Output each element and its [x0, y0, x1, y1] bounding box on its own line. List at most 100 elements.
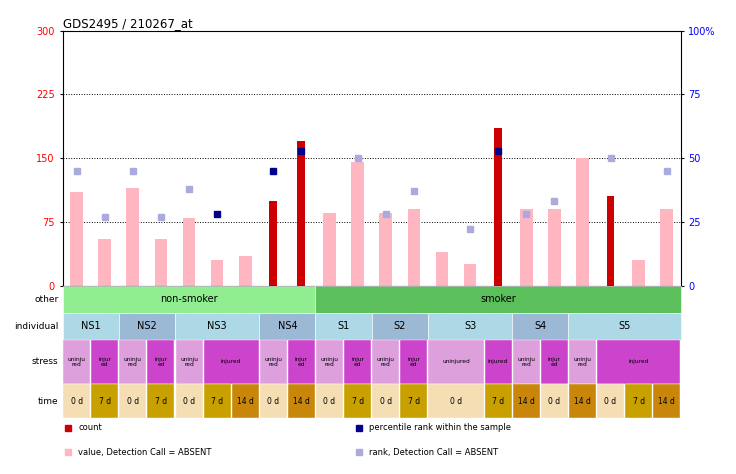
Bar	[408, 209, 420, 285]
Bar	[63, 384, 90, 418]
Bar	[259, 313, 316, 340]
Text: uninju
red: uninju red	[180, 357, 198, 367]
Bar	[63, 285, 316, 313]
Bar	[288, 340, 315, 384]
Bar	[464, 264, 476, 285]
Bar	[380, 213, 392, 285]
Bar	[569, 384, 596, 418]
Bar	[625, 384, 652, 418]
Bar	[91, 340, 118, 384]
Bar	[632, 260, 645, 285]
Bar	[597, 340, 680, 384]
Bar	[91, 384, 118, 418]
Text: injur
ed: injur ed	[351, 357, 364, 367]
Bar	[351, 163, 364, 285]
Bar	[606, 196, 615, 285]
Bar	[316, 285, 681, 313]
Bar	[99, 239, 111, 285]
Text: 0 d: 0 d	[71, 397, 82, 406]
Bar	[484, 384, 512, 418]
Text: rank, Detection Call = ABSENT: rank, Detection Call = ABSENT	[369, 448, 498, 457]
Text: stress: stress	[32, 357, 58, 366]
Bar	[204, 384, 230, 418]
Bar	[323, 213, 336, 285]
Bar	[118, 313, 175, 340]
Bar	[548, 209, 561, 285]
Bar	[316, 384, 343, 418]
Text: S2: S2	[394, 321, 406, 331]
Bar	[436, 252, 448, 285]
Bar	[175, 313, 259, 340]
Text: 0 d: 0 d	[323, 397, 336, 406]
Bar	[541, 384, 568, 418]
Bar	[597, 384, 624, 418]
Text: uninju
red: uninju red	[124, 357, 142, 367]
Text: 0 d: 0 d	[183, 397, 195, 406]
Bar	[155, 239, 167, 285]
Bar	[660, 209, 673, 285]
Text: 0 d: 0 d	[127, 397, 139, 406]
Bar	[654, 384, 680, 418]
Text: 7 d: 7 d	[492, 397, 504, 406]
Text: uninju
red: uninju red	[517, 357, 535, 367]
Text: 7 d: 7 d	[99, 397, 111, 406]
Bar	[70, 192, 83, 285]
Text: individual: individual	[14, 322, 58, 331]
Bar	[372, 313, 428, 340]
Bar	[512, 313, 568, 340]
Text: 14 d: 14 d	[658, 397, 675, 406]
Text: uninju
red: uninju red	[377, 357, 394, 367]
Bar	[576, 158, 589, 285]
Bar	[204, 340, 259, 384]
Text: injured: injured	[488, 359, 509, 365]
Bar	[484, 340, 512, 384]
Bar	[344, 340, 371, 384]
Text: NS2: NS2	[137, 321, 157, 331]
Text: NS3: NS3	[208, 321, 227, 331]
Text: non-smoker: non-smoker	[160, 294, 218, 304]
Bar	[63, 313, 118, 340]
Bar	[569, 340, 596, 384]
Text: 14 d: 14 d	[574, 397, 591, 406]
Bar	[428, 384, 484, 418]
Bar	[119, 340, 146, 384]
Bar	[127, 188, 139, 285]
Text: 0 d: 0 d	[548, 397, 560, 406]
Text: uninjured: uninjured	[442, 359, 470, 365]
Text: injur
ed: injur ed	[295, 357, 308, 367]
Text: S4: S4	[534, 321, 546, 331]
Text: NS1: NS1	[81, 321, 101, 331]
Text: other: other	[34, 295, 58, 304]
Bar	[239, 256, 252, 285]
Text: value, Detection Call = ABSENT: value, Detection Call = ABSENT	[78, 448, 211, 457]
Text: 14 d: 14 d	[518, 397, 534, 406]
Bar	[428, 313, 512, 340]
Text: time: time	[38, 397, 58, 406]
Text: 14 d: 14 d	[237, 397, 254, 406]
Bar	[183, 218, 195, 285]
Bar	[372, 340, 399, 384]
Text: injured: injured	[629, 359, 649, 365]
Text: S3: S3	[464, 321, 476, 331]
Bar	[400, 340, 428, 384]
Text: 0 d: 0 d	[380, 397, 392, 406]
Bar	[316, 340, 343, 384]
Text: S5: S5	[618, 321, 631, 331]
Bar	[269, 201, 277, 285]
Bar	[344, 384, 371, 418]
Text: 7 d: 7 d	[155, 397, 167, 406]
Bar	[541, 340, 568, 384]
Text: 0 d: 0 d	[604, 397, 617, 406]
Text: injur
ed: injur ed	[98, 357, 111, 367]
Text: 7 d: 7 d	[352, 397, 364, 406]
Text: injured: injured	[221, 359, 241, 365]
Text: 7 d: 7 d	[211, 397, 223, 406]
Bar	[210, 260, 224, 285]
Bar	[232, 384, 259, 418]
Text: 14 d: 14 d	[293, 397, 310, 406]
Text: uninju
red: uninju red	[68, 357, 85, 367]
Text: injur
ed: injur ed	[155, 357, 167, 367]
Bar	[316, 313, 372, 340]
Text: injur
ed: injur ed	[407, 357, 420, 367]
Text: 7 d: 7 d	[632, 397, 645, 406]
